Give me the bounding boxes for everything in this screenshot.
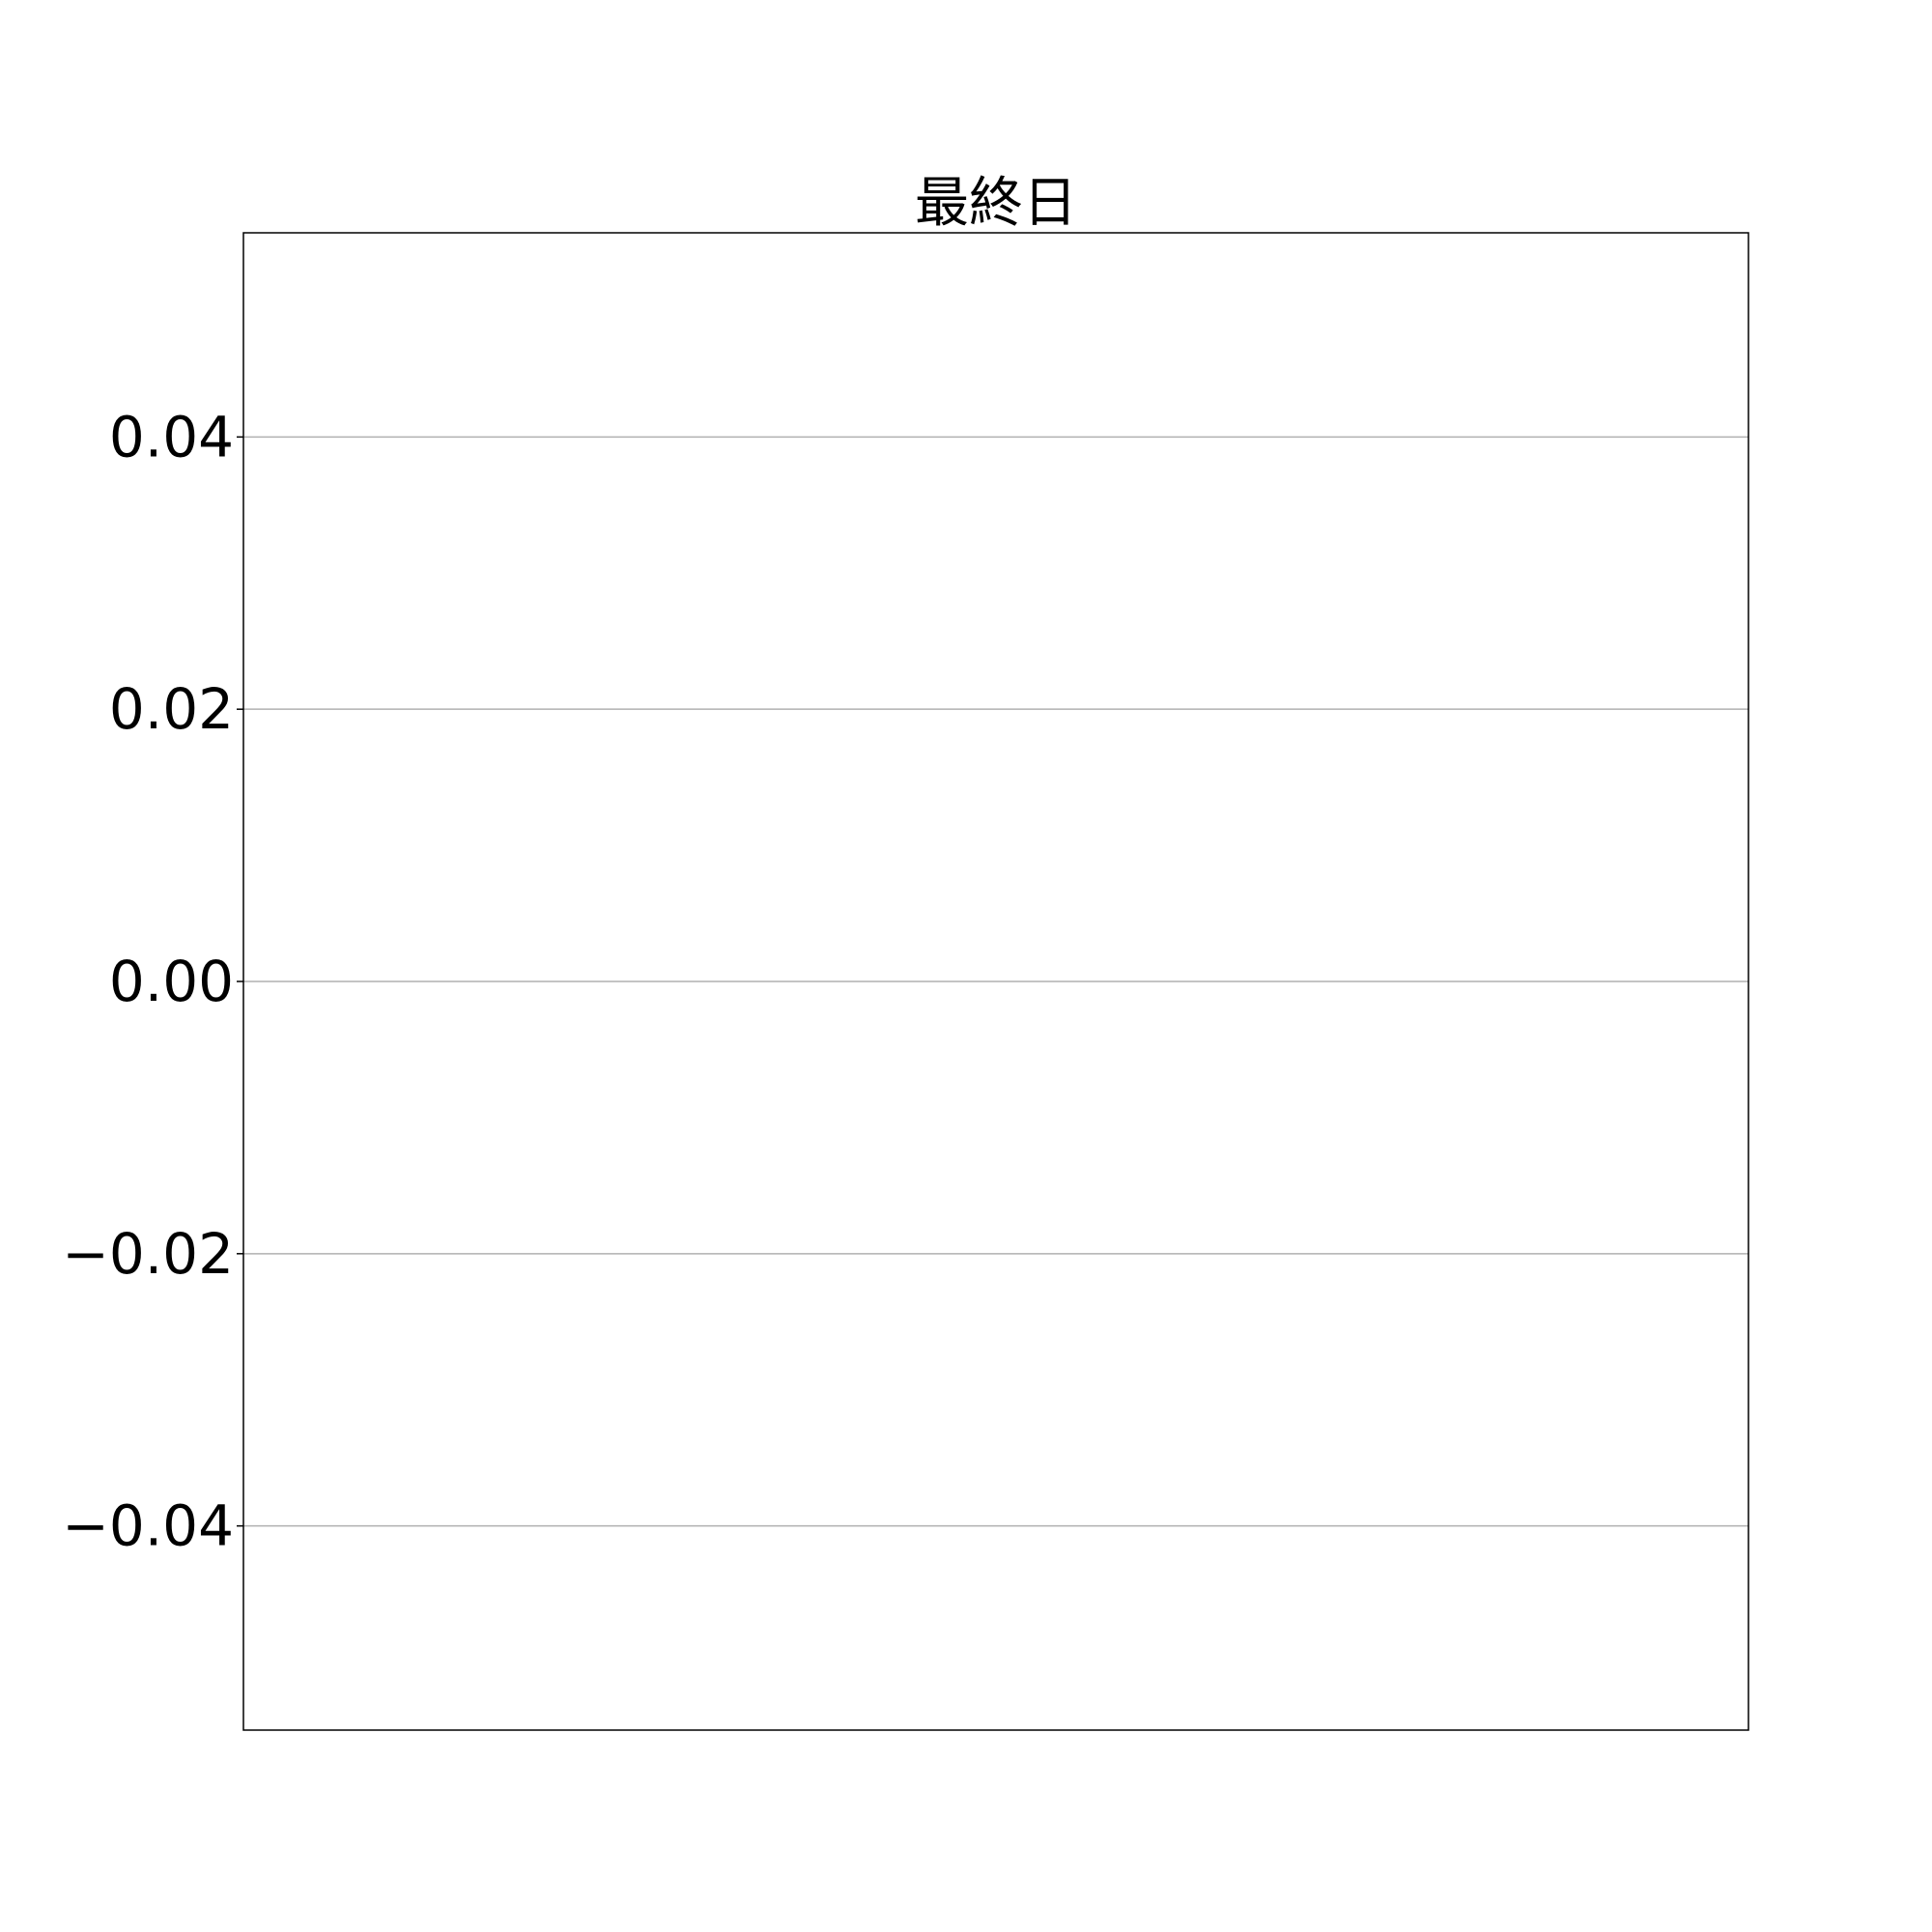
y-axis-ticks xyxy=(237,436,243,1527)
grid-lines xyxy=(243,436,1748,1527)
y-tick-label: 0.04 xyxy=(109,404,234,469)
y-tick-label: −0.04 xyxy=(62,1493,234,1559)
y-tick-label: 0.00 xyxy=(109,949,234,1014)
y-axis-tick-labels: 0.04 0.02 0.00 −0.02 −0.04 xyxy=(62,404,234,1558)
plot-frame xyxy=(242,232,1749,1731)
chart-title: 最終日 xyxy=(915,172,1077,235)
y-tick-label: −0.02 xyxy=(62,1221,234,1287)
y-tick-label: 0.02 xyxy=(109,676,234,742)
